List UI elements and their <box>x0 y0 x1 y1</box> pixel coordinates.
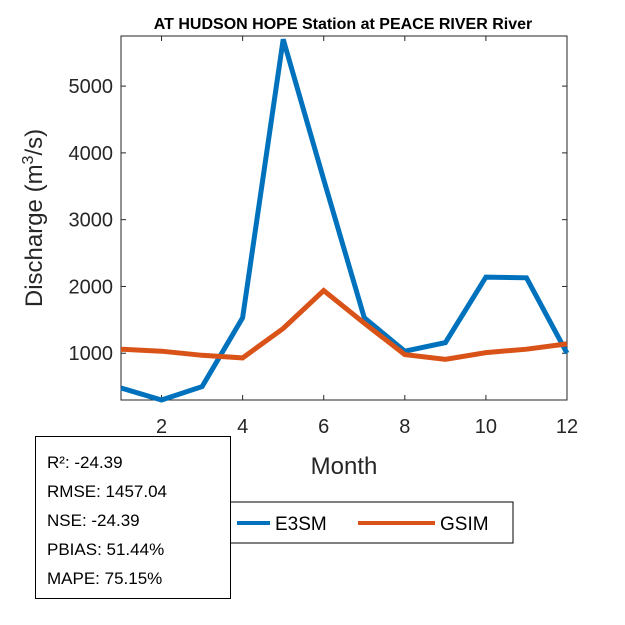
y-axis-label-text: Discharge (m <box>21 164 48 307</box>
legend-label-e3sm: E3SM <box>275 514 327 535</box>
y-axis-label: Discharge (m3/s) <box>20 129 48 307</box>
stat-pbias: PBIAS: 51.44% <box>47 540 165 559</box>
stat-mape: MAPE: 75.15% <box>47 569 163 588</box>
stat-r2: R²: -24.39 <box>47 453 123 472</box>
chart-title: AT HUDSON HOPE Station at PEACE RIVER Ri… <box>154 16 532 33</box>
series-line-gsim <box>120 287 568 362</box>
y-tick-label: 4000 <box>69 143 114 165</box>
y-tick-label: 3000 <box>69 210 114 232</box>
x-tick-label: 4 <box>237 416 248 438</box>
series-line-e3sm <box>120 38 570 403</box>
y-axis-label-unit: /s) <box>21 129 48 156</box>
y-tick-label: 2000 <box>69 276 114 298</box>
x-axis-label: Month <box>311 453 378 480</box>
x-tick-label: 6 <box>318 416 329 438</box>
plot-area <box>120 35 568 401</box>
stats-box: R²: -24.39 RMSE: 1457.04 NSE: -24.39 PBI… <box>35 436 231 599</box>
x-tick-label: 2 <box>156 416 167 438</box>
x-tick-label: 12 <box>556 416 578 438</box>
x-tick-label: 10 <box>475 416 497 438</box>
stat-nse: NSE: -24.39 <box>47 511 140 530</box>
x-tick-label: 8 <box>399 416 410 438</box>
stat-rmse: RMSE: 1457.04 <box>47 482 168 501</box>
y-tick-label: 1000 <box>69 343 114 365</box>
y-tick-label: 5000 <box>69 76 114 98</box>
y-axis-label-superscript: 3 <box>20 155 37 164</box>
legend: E3SM GSIM <box>228 501 514 544</box>
legend-label-gsim: GSIM <box>440 514 489 535</box>
